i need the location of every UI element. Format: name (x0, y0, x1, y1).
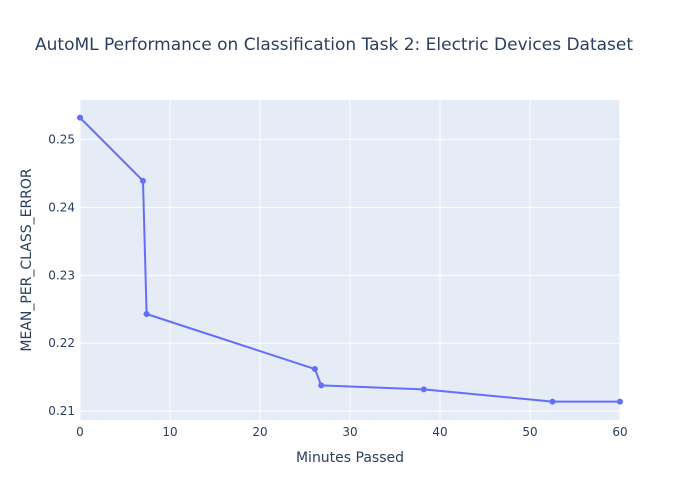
data-point (617, 398, 623, 405)
y-tick-label: 0.23 (48, 268, 75, 282)
y-axis-title: MEAN_PER_CLASS_ERROR (19, 168, 35, 352)
data-point (549, 398, 556, 405)
y-tick-label: 0.24 (48, 200, 75, 214)
x-tick-label: 20 (252, 425, 267, 439)
data-point (77, 114, 83, 121)
x-tick-label: 60 (612, 425, 627, 439)
x-tick-label: 0 (76, 425, 84, 439)
chart-title: AutoML Performance on Classification Tas… (35, 35, 633, 55)
y-tick-label: 0.21 (48, 404, 75, 418)
tick-labels: 0 10 20 30 40 50 60 0.21 0.22 0.23 0.24 0.25 (48, 132, 627, 439)
x-tick-label: 40 (432, 425, 447, 439)
x-tick-label: 50 (522, 425, 537, 439)
y-tick-label: 0.22 (48, 336, 75, 350)
data-point (318, 382, 325, 389)
x-tick-label: 30 (342, 425, 357, 439)
x-axis-title: Minutes Passed (296, 450, 404, 466)
y-tick-label: 0.25 (48, 132, 75, 146)
series-layer (77, 114, 623, 405)
data-point (311, 366, 318, 373)
data-point (420, 386, 427, 393)
data-point (143, 311, 150, 318)
x-tick-label: 10 (162, 425, 177, 439)
series-line (79, 116, 620, 403)
grid-lines (79, 100, 621, 420)
data-point (140, 177, 146, 184)
